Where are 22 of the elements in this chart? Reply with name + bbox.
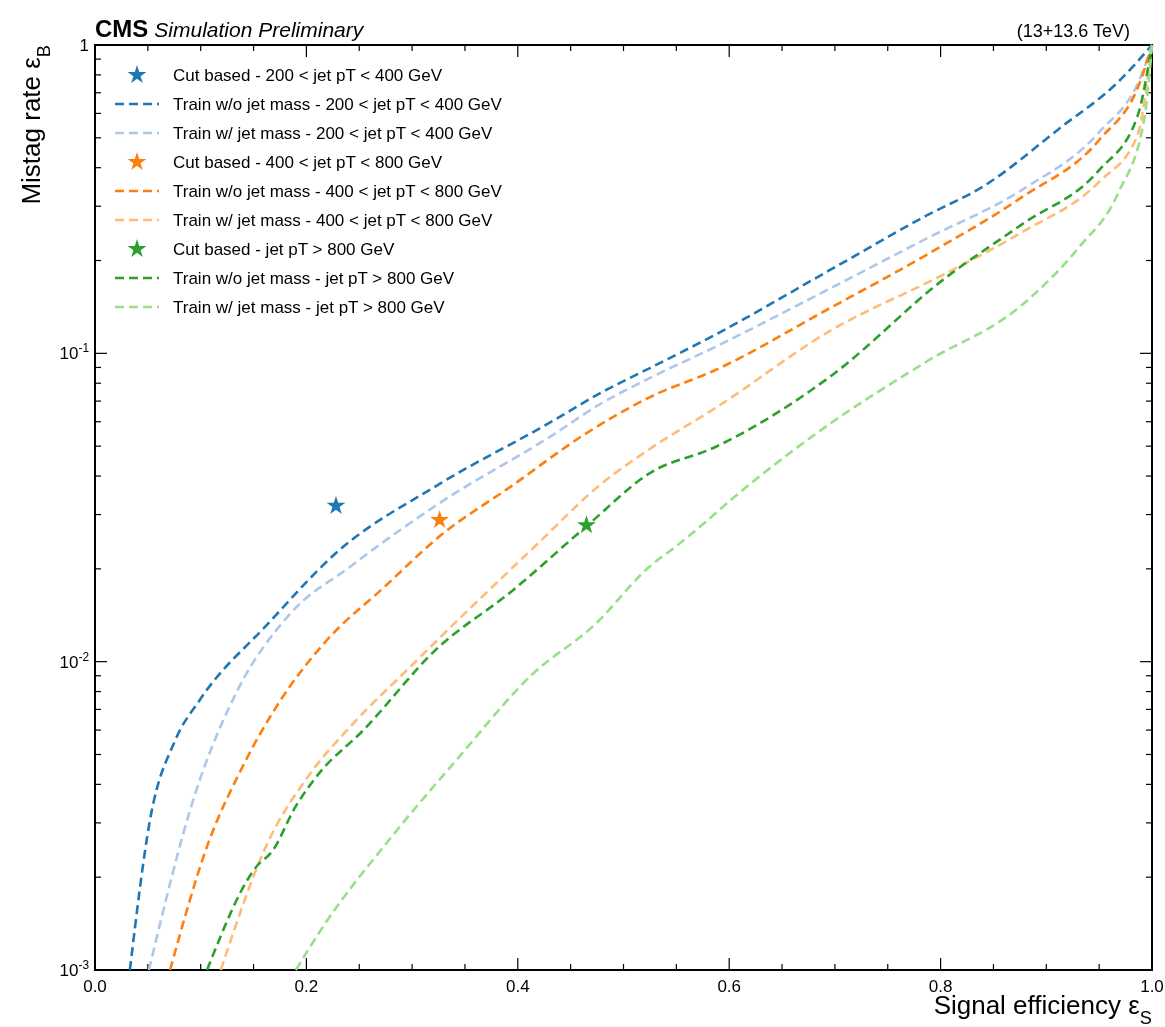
legend-label: Train w/ jet mass - 200 < jet pT < 400 GeV [173, 124, 494, 143]
x-tick-label: 0.8 [928, 977, 953, 996]
y-tick-label: 10$^{-2}$ [59, 649, 90, 672]
legend-label: Cut based - jet pT > 800 GeV [173, 240, 395, 259]
legend-label: Cut based - 200 < jet pT < 400 GeV [173, 66, 443, 85]
chart-title: CMS [95, 15, 149, 42]
x-tick-label: 1.0 [1140, 977, 1164, 996]
y-tick-label: 10$^{-1}$ [59, 341, 90, 364]
x-tick-label: 0.4 [505, 977, 530, 996]
legend-label: Train w/ jet mass - 400 < jet pT < 800 GeV [173, 211, 494, 230]
x-tick-label: 0.6 [717, 977, 742, 996]
text: (13+13.6 TeV) [1016, 21, 1130, 41]
legend-label: Train w/o jet mass - jet pT > 800 GeV [173, 269, 455, 288]
legend-label: Train w/o jet mass - 200 < jet pT < 400 GeV [173, 95, 503, 114]
x-tick-label: 0.2 [294, 977, 319, 996]
legend-label: Train w/o jet mass - 400 < jet pT < 800 GeV [173, 182, 503, 201]
y-tick-label: 10$^{-3}$ [59, 958, 90, 980]
x-tick-label: 0.0 [83, 977, 107, 996]
chart-subtitle: Simulation Preliminary [154, 18, 365, 41]
y-tick-label: 1 [79, 36, 89, 55]
legend-label: Cut based - 400 < jet pT < 800 GeV [173, 153, 443, 172]
legend-label: Train w/ jet mass - jet pT > 800 GeV [173, 298, 446, 317]
